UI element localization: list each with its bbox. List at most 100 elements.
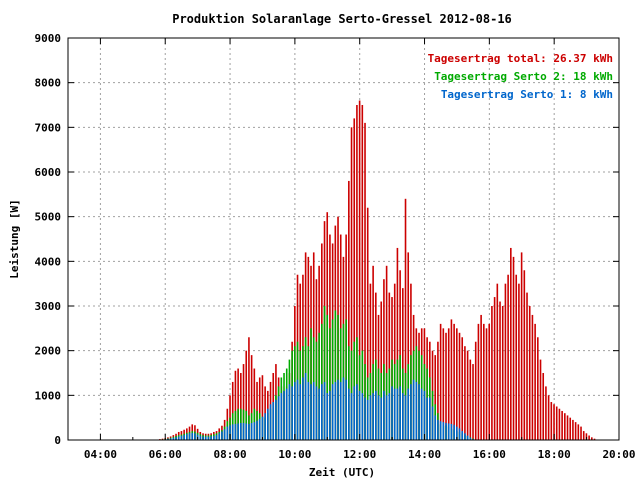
bar-serto-1 [172,437,175,440]
bar-serto-1 [461,431,464,440]
bar-serto-2 [501,306,504,440]
bar-serto-1 [180,435,183,440]
bar-serto-1 [296,379,299,440]
bar-serto-1 [434,415,437,440]
bar-serto-1 [323,381,326,440]
bar-serto-1 [283,390,285,440]
bar-serto-1 [177,436,180,440]
bar-serto-2 [447,328,450,440]
bar-serto-2 [334,310,337,440]
bar-serto-2 [539,359,542,440]
bar-serto-1 [348,388,350,440]
bar-serto-2 [250,355,253,440]
bar-serto-1 [191,432,194,440]
bar-serto-1 [302,377,304,440]
bar-serto-2 [528,306,531,440]
bar-serto-2 [461,337,464,440]
bar-serto-2 [547,395,550,440]
bar-serto-1 [464,433,466,440]
bar-serto-1 [415,381,418,440]
bar-serto-1 [223,429,226,440]
y-tick-label: 9000 [35,32,62,45]
bar-serto-1 [210,436,212,440]
bar-serto-2 [453,323,455,440]
bar-serto-2 [326,314,329,440]
bar-serto-1 [261,416,264,440]
bar-serto-2 [237,368,239,440]
bar-serto-1 [234,423,237,440]
bar-serto-1 [469,437,472,440]
bar-serto-2 [437,341,439,440]
bar-serto-1 [272,402,275,440]
bar-serto-1 [269,404,272,440]
bar-serto-2 [445,332,447,440]
bar-serto-2 [588,435,590,440]
bar-serto-2 [542,373,545,440]
bar-serto-1 [366,399,369,440]
x-tick-label: 16:00 [473,448,506,461]
bar-serto-1 [310,384,312,440]
bar-serto-2 [591,437,593,440]
bar-serto-1 [288,384,291,440]
bar-serto-2 [572,419,574,440]
bar-serto-2 [253,368,256,440]
bar-serto-2 [555,406,558,440]
bar-serto-1 [396,388,399,440]
bar-serto-1 [466,435,469,440]
bar-serto-1 [339,381,342,440]
bar-serto-1 [304,373,307,440]
bar-serto-2 [477,323,480,440]
bar-serto-2 [388,292,391,440]
bar-serto-2 [580,426,582,440]
bar-serto-2 [472,364,474,440]
bar-serto-1 [277,396,280,440]
bar-serto-2 [456,328,458,440]
bar-serto-2 [518,283,520,440]
bar-serto-1 [175,437,177,440]
bar-serto-1 [399,386,401,440]
bar-serto-2 [356,105,358,440]
y-tick-label: 5000 [35,211,62,224]
legend: Tagesertrag total: 26.37 kWh Tagesertrag… [428,52,613,101]
bar-serto-1 [377,395,380,440]
bar-serto-2 [512,256,515,440]
bar-serto-1 [442,422,445,440]
bar-serto-1 [356,384,358,440]
bar-serto-1 [207,436,210,440]
legend-serto1: Tagesertrag Serto 1: 8 kWh [441,88,613,101]
bar-serto-1 [407,388,410,440]
bar-serto-1 [429,397,431,440]
bar-serto-2 [480,314,482,440]
legend-total: Tagesertrag total: 26.37 kWh [428,52,613,65]
bar-serto-1 [388,393,391,440]
bar-serto-2 [329,328,331,440]
bar-serto-1 [358,390,361,440]
bar-serto-1 [410,384,412,440]
bar-serto-1 [229,425,231,440]
bar-serto-2 [550,402,553,440]
bar-serto-1 [202,436,204,440]
bar-serto-2 [393,283,396,440]
bar-serto-1 [437,419,439,440]
bar-serto-1 [167,438,169,440]
bar-serto-1 [294,381,296,440]
bar-serto-2 [380,301,383,440]
y-tick-label: 3000 [35,300,62,313]
bar-serto-2 [474,341,477,440]
bar-serto-1 [329,390,331,440]
bar-serto-1 [431,406,434,440]
bar-area [159,100,596,441]
bar-serto-1 [194,433,196,440]
bar-serto-2 [385,265,388,440]
bar-serto-1 [345,379,347,440]
bar-serto-2 [534,323,536,440]
bar-serto-1 [380,397,383,440]
bar-serto-2 [369,283,372,440]
bar-serto-2 [491,306,493,440]
x-tick-label: 20:00 [602,448,635,461]
bar-serto-1 [383,390,385,440]
bar-serto-2 [510,247,512,440]
bar-serto-1 [337,379,339,440]
y-axis-label: Leistung [W] [8,199,21,278]
